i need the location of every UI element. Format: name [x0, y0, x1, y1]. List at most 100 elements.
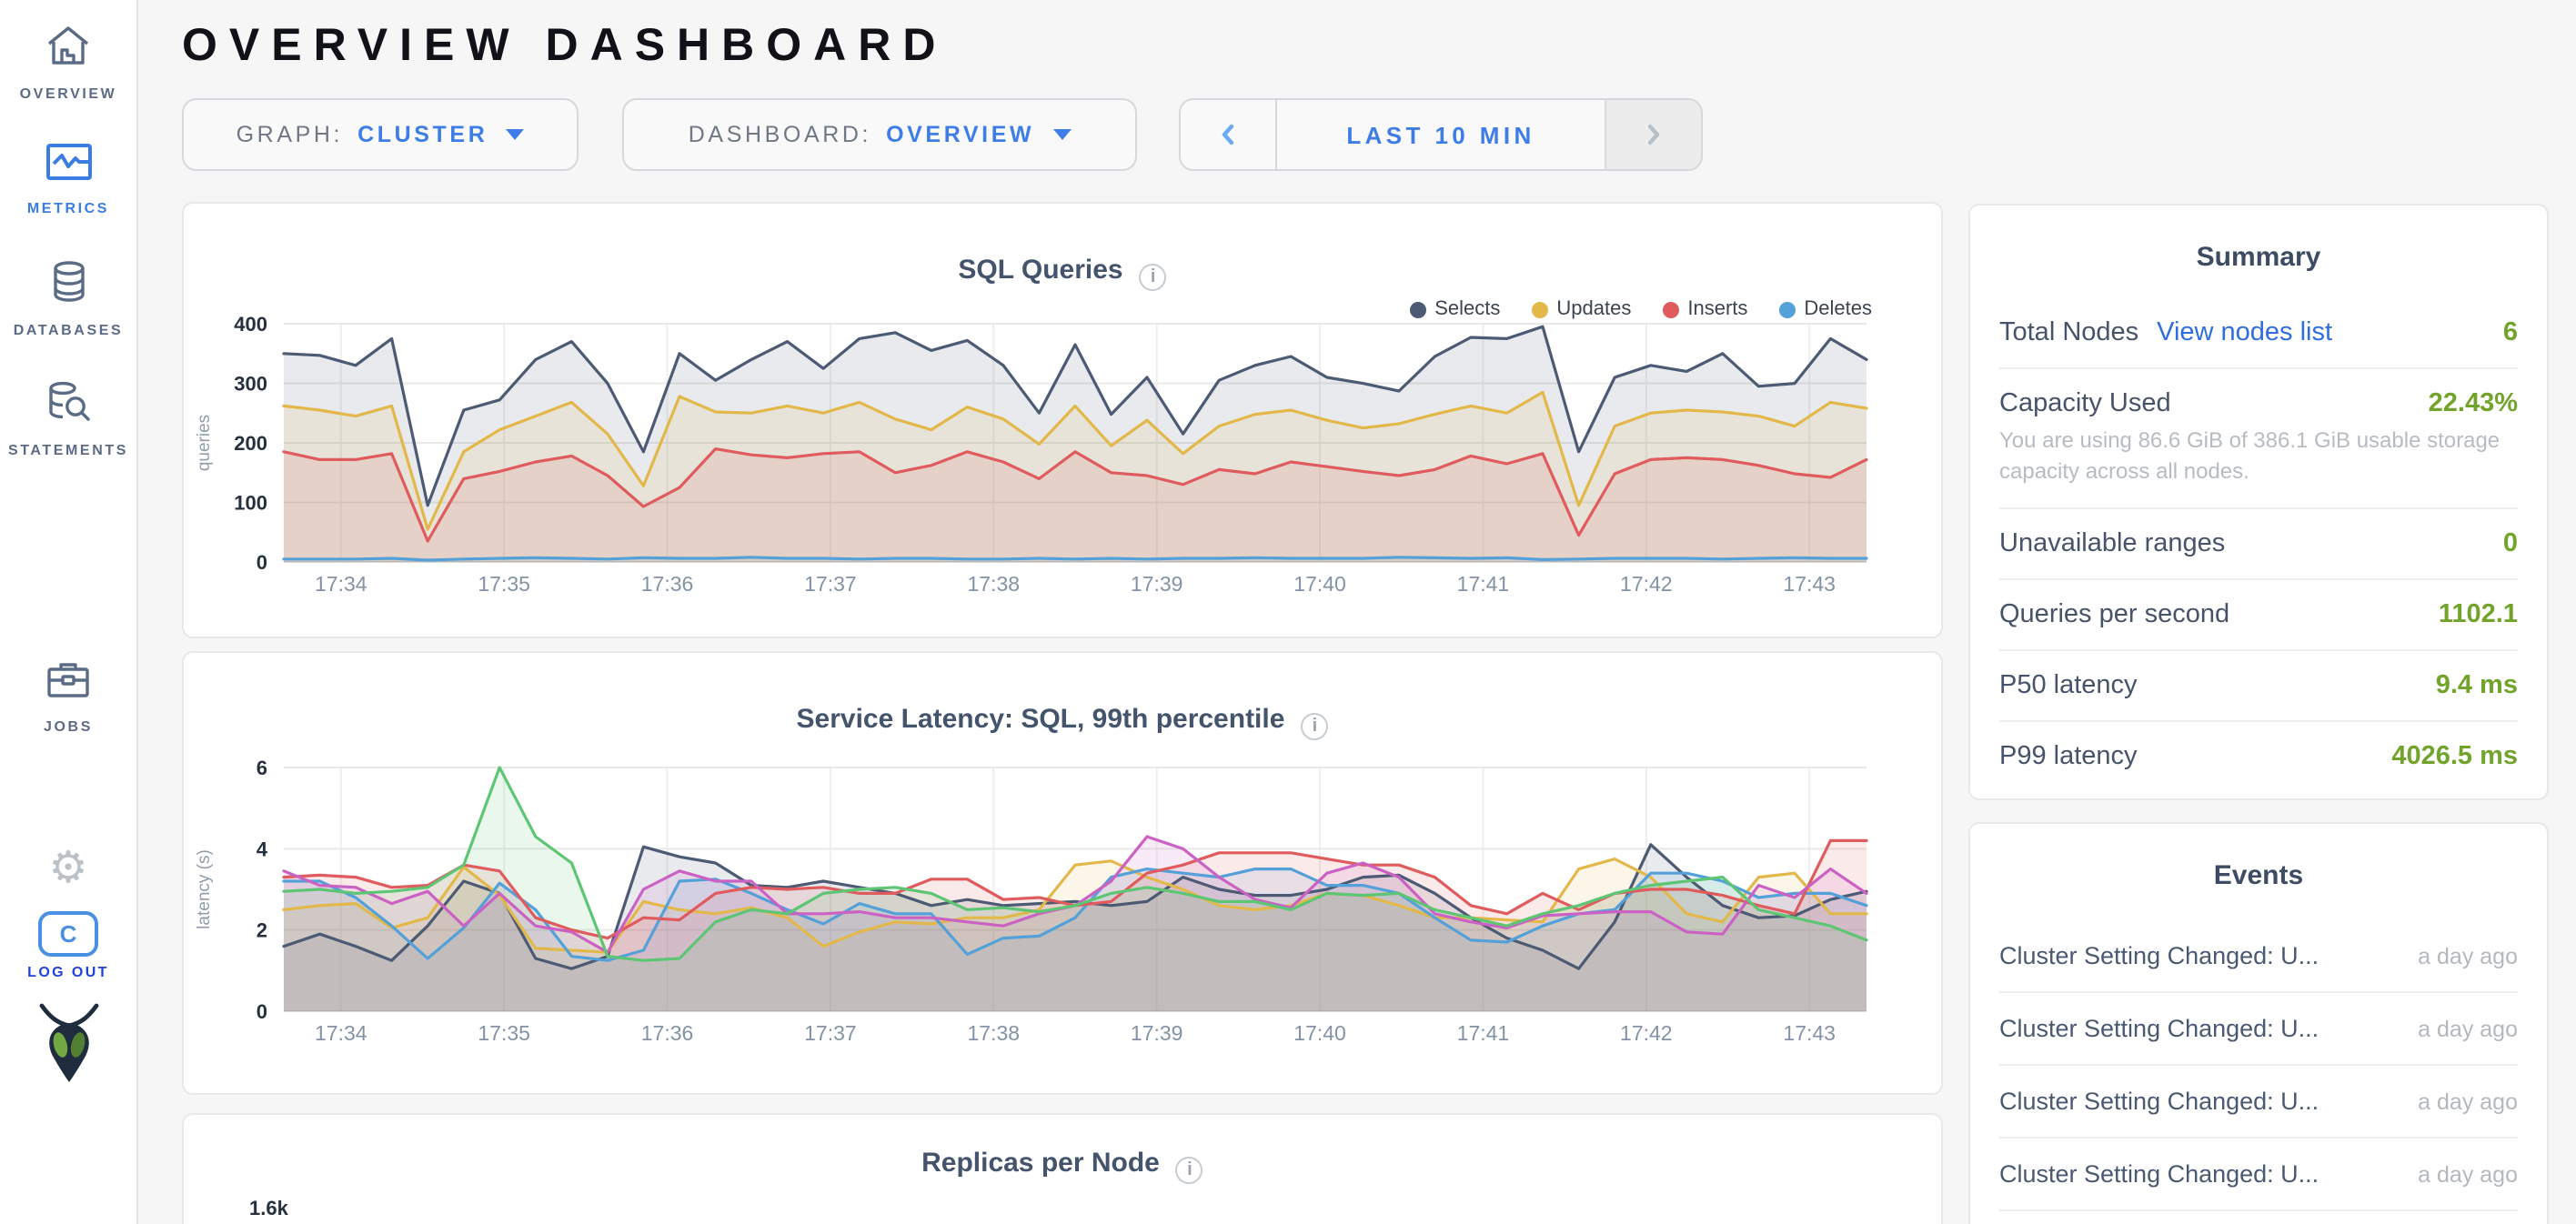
chart-title: SQL Queries	[958, 255, 1123, 286]
total-nodes-label: Total Nodes	[1999, 318, 2139, 347]
event-row[interactable]: Cluster Setting Changed: U... a day ago	[1999, 991, 2518, 1064]
chart-title-row: Service Latency: SQL, 99th percentile i	[184, 704, 1941, 740]
sidebar-item-overview[interactable]: OVERVIEW	[0, 22, 136, 102]
svg-text:17:34: 17:34	[315, 572, 367, 596]
svg-text:17:42: 17:42	[1620, 1021, 1673, 1045]
sidebar-item-label: DATABASES	[13, 322, 124, 338]
unavailable-ranges-value: 0	[2502, 528, 2518, 558]
event-title: Cluster Setting Changed: U...	[1999, 1015, 2319, 1042]
view-nodes-list-link[interactable]: View nodes list	[2157, 318, 2333, 347]
svg-text:17:36: 17:36	[641, 1021, 694, 1045]
chevron-down-icon	[1052, 129, 1072, 140]
sidebar-item-statements[interactable]: STATEMENTS	[0, 378, 136, 458]
home-icon	[44, 22, 93, 78]
legend-item-deletes[interactable]: Deletes	[1778, 298, 1872, 320]
graph-dropdown[interactable]: GRAPH: CLUSTER	[182, 98, 579, 171]
time-window-next-button[interactable]	[1605, 100, 1701, 169]
event-time: a day ago	[2418, 1017, 2518, 1042]
legend-dot	[1778, 301, 1796, 317]
info-icon[interactable]: i	[1175, 1157, 1203, 1184]
chevron-right-icon	[1647, 124, 1660, 145]
sidebar-item-label: METRICS	[26, 200, 110, 216]
sidebar-item-label: OVERVIEW	[19, 85, 117, 102]
legend-item-updates[interactable]: Updates	[1531, 298, 1631, 320]
svg-text:17:35: 17:35	[478, 572, 530, 596]
logout-c-icon: C	[38, 911, 98, 957]
event-row[interactable]: Cluster Setting Changed: U... a day ago	[1999, 920, 2518, 991]
svg-text:400: 400	[234, 313, 267, 336]
svg-text:17:41: 17:41	[1457, 1021, 1510, 1045]
sidebar-item-jobs[interactable]: JOBS	[0, 657, 136, 735]
legend-item-inserts[interactable]: Inserts	[1662, 298, 1747, 320]
summary-title: Summary	[2196, 242, 2321, 273]
sidebar-item-label: JOBS	[44, 718, 93, 735]
summary-row-capacity: Capacity Used 22.43% You are using 86.6 …	[1999, 367, 2518, 507]
sidebar-item-databases[interactable]: DATABASES	[0, 258, 136, 338]
svg-text:200: 200	[234, 432, 267, 455]
svg-text:300: 300	[234, 373, 267, 396]
legend-label: Inserts	[1687, 298, 1748, 320]
logout-button[interactable]: C LOG OUT	[0, 911, 136, 980]
graph-dropdown-label: GRAPH:	[236, 122, 344, 147]
cockroachdb-bug-logo	[0, 1002, 136, 1095]
graph-dropdown-value: CLUSTER	[357, 122, 488, 147]
briefcase-icon	[44, 657, 93, 711]
svg-text:100: 100	[234, 492, 267, 515]
qps-label: Queries per second	[1999, 599, 2230, 629]
svg-text:17:38: 17:38	[968, 1021, 1021, 1045]
dashboard-dropdown[interactable]: DASHBOARD: OVERVIEW	[622, 98, 1137, 171]
event-row[interactable]: Cluster Setting Changed: U... a day ago	[1999, 1064, 2518, 1137]
svg-text:17:34: 17:34	[315, 1021, 367, 1045]
svg-text:4: 4	[257, 838, 268, 860]
chart-title: Replicas per Node	[921, 1148, 1160, 1179]
capacity-label: Capacity Used	[1999, 389, 2171, 418]
svg-text:17:43: 17:43	[1783, 572, 1836, 596]
database-icon	[45, 258, 92, 315]
service-latency-chart[interactable]: 17:34 17:35 17:36 17:37 17:38 17:39 17:40 17:41…	[184, 653, 1945, 1093]
summary-row-p99: P99 latency 4026.5 ms	[1999, 719, 2518, 791]
statements-search-icon	[43, 378, 94, 435]
page-title: OVERVIEW DASHBOARD	[182, 20, 948, 71]
svg-text:queries: queries	[195, 415, 214, 471]
time-window-value[interactable]: LAST 10 MIN	[1346, 121, 1535, 148]
event-title: Cluster Setting Changed: U...	[1999, 1088, 2319, 1115]
legend-item-selects[interactable]: Selects	[1409, 298, 1500, 320]
sql-queries-chart[interactable]: 17:34 17:35 17:36 17:37 17:38 17:39 17:40 17:41…	[184, 204, 1945, 637]
qps-value: 1102.1	[2438, 599, 2518, 629]
gear-icon: ⚙	[48, 844, 88, 893]
dashboard-dropdown-label: DASHBOARD:	[688, 122, 872, 147]
events-title: Events	[2213, 860, 2304, 891]
events-panel: Events Cluster Setting Changed: U... a d…	[1968, 822, 2549, 1224]
summary-row-p50: P50 latency 9.4 ms	[1999, 648, 2518, 720]
legend-dot	[1409, 301, 1426, 317]
svg-text:17:40: 17:40	[1293, 1021, 1346, 1045]
event-time: a day ago	[2418, 1162, 2518, 1188]
settings-button[interactable]: ⚙	[0, 847, 136, 891]
chart-title-row: Replicas per Node i	[184, 1148, 1941, 1184]
svg-text:17:42: 17:42	[1620, 572, 1673, 596]
sidebar: OVERVIEW METRICS DATABASES	[0, 0, 138, 1224]
event-time: a day ago	[2418, 1089, 2518, 1115]
event-row[interactable]: Cluster Setting Changed: U... a day ago	[1999, 1209, 2518, 1224]
sidebar-item-metrics[interactable]: METRICS	[0, 140, 136, 216]
event-row[interactable]: Cluster Setting Changed: U... a day ago	[1999, 1137, 2518, 1209]
info-icon[interactable]: i	[1139, 264, 1167, 291]
svg-text:17:37: 17:37	[804, 1021, 857, 1045]
legend-label: Deletes	[1804, 298, 1872, 320]
chart-title-row: SQL Queries i	[184, 255, 1941, 291]
event-title: Cluster Setting Changed: U...	[1999, 942, 2319, 969]
svg-text:17:43: 17:43	[1783, 1021, 1836, 1045]
sidebar-item-label: STATEMENTS	[7, 442, 129, 458]
chevron-left-icon	[1222, 124, 1234, 145]
dashboard-dropdown-value: OVERVIEW	[886, 122, 1035, 147]
time-window-prev-button[interactable]	[1181, 100, 1277, 169]
p99-latency-value: 4026.5 ms	[2391, 741, 2518, 771]
info-icon[interactable]: i	[1301, 713, 1329, 740]
svg-text:17:40: 17:40	[1293, 572, 1346, 596]
logout-label: LOG OUT	[27, 964, 109, 980]
event-title: Cluster Setting Changed: U...	[1999, 1160, 2319, 1188]
summary-row-unavailable-ranges: Unavailable ranges 0	[1999, 507, 2518, 578]
metrics-graph-icon	[43, 140, 94, 193]
legend-label: Selects	[1434, 298, 1501, 320]
